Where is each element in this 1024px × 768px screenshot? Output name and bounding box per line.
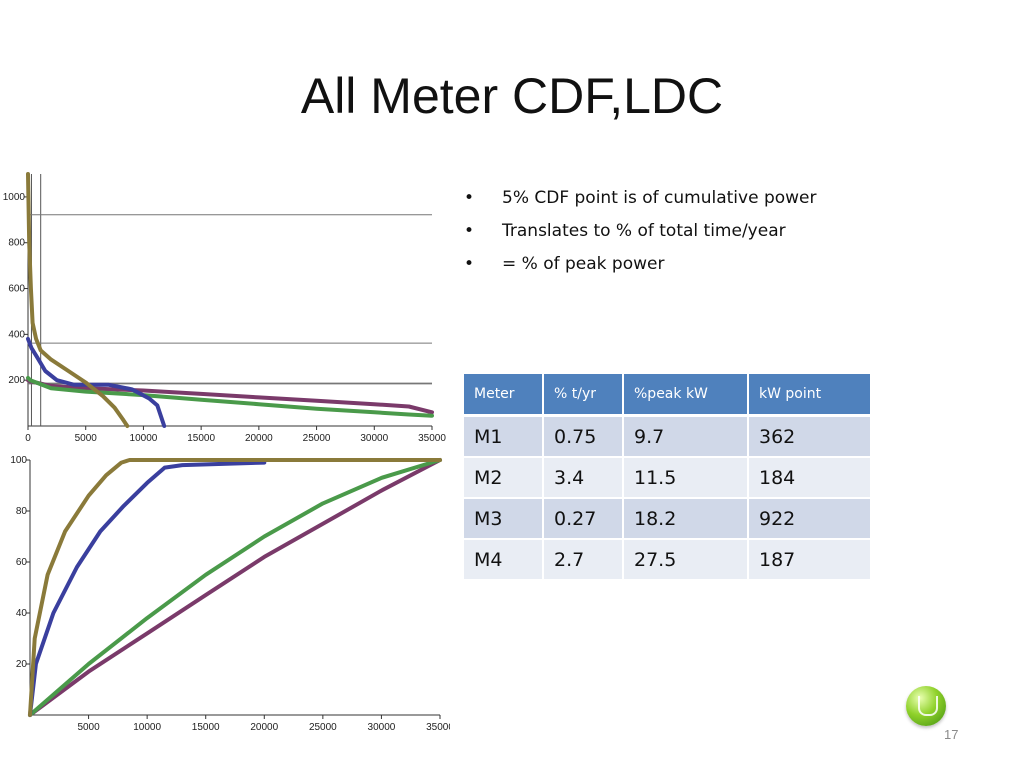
x-tick-label: 20000 bbox=[245, 433, 273, 444]
table-row: M4 2.7 27.5 187 bbox=[464, 539, 872, 581]
bullet-dot: • bbox=[464, 221, 475, 241]
x-tick-label: 20000 bbox=[250, 722, 278, 733]
bullet-item: • 5% CDF point is of cumulative power bbox=[464, 184, 817, 217]
x-tick-label: 30000 bbox=[360, 433, 388, 444]
header-pct-time: % t/yr bbox=[543, 374, 624, 417]
series-line bbox=[28, 458, 442, 717]
y-tick-label: 20 bbox=[16, 659, 28, 670]
table-cell: 9.7 bbox=[623, 415, 749, 458]
table-cell: M1 bbox=[464, 415, 544, 458]
charts-panel: 0 5000 10000 15000 20000 25000 30000 35000 200 40… bbox=[3, 172, 450, 733]
y-tick-label: 1000 bbox=[3, 192, 26, 203]
series-line bbox=[26, 375, 434, 418]
y-tick-label: 60 bbox=[16, 557, 28, 568]
table-cell: 18.2 bbox=[623, 498, 749, 540]
table-cell: M3 bbox=[464, 498, 544, 540]
bullet-dot: • bbox=[464, 254, 475, 274]
series-line bbox=[26, 336, 167, 428]
load-duration-chart: 0 5000 10000 15000 20000 25000 30000 35000 200 40… bbox=[3, 172, 446, 444]
header-meter: Meter bbox=[464, 374, 544, 417]
table-cell: 922 bbox=[748, 498, 872, 540]
y-tick-label: 200 bbox=[8, 375, 25, 386]
logo-icon bbox=[906, 686, 946, 726]
bullet-item: • Translates to % of total time/year bbox=[464, 217, 817, 250]
x-tick-label: 25000 bbox=[303, 433, 331, 444]
logo-mark bbox=[918, 696, 938, 716]
series-line bbox=[28, 458, 442, 717]
x-tick-label: 5000 bbox=[75, 433, 98, 444]
bullet-item: • = % of peak power bbox=[464, 250, 817, 283]
x-tick-label: 35000 bbox=[426, 722, 450, 733]
y-tick-label: 80 bbox=[16, 506, 28, 517]
table-row: M3 0.27 18.2 922 bbox=[464, 498, 872, 540]
x-tick-label: 5000 bbox=[77, 722, 100, 733]
table-row: M1 0.75 9.7 362 bbox=[464, 415, 872, 458]
page-number: 17 bbox=[944, 727, 959, 742]
x-tick-label: 15000 bbox=[187, 433, 215, 444]
table-cell: 0.75 bbox=[543, 415, 624, 458]
table-cell: 3.4 bbox=[543, 457, 624, 499]
series-line bbox=[28, 458, 442, 717]
x-tick-label: 30000 bbox=[368, 722, 396, 733]
table-cell: 187 bbox=[748, 539, 872, 581]
x-tick-label: 10000 bbox=[130, 433, 158, 444]
y-tick-label: 400 bbox=[8, 329, 25, 340]
bullet-text: = % of peak power bbox=[502, 254, 665, 274]
table-cell: M2 bbox=[464, 457, 544, 499]
table-cell: M4 bbox=[464, 539, 544, 581]
table-cell: 27.5 bbox=[623, 539, 749, 581]
series-line bbox=[26, 172, 130, 428]
table-row: M2 3.4 11.5 184 bbox=[464, 457, 872, 499]
table-cell: 11.5 bbox=[623, 457, 749, 499]
header-kw-point: kW point bbox=[748, 374, 872, 417]
bullet-list: • 5% CDF point is of cumulative power • Tr… bbox=[464, 184, 817, 283]
meter-table: Meter % t/yr %peak kW kW point M1 0.75 9… bbox=[464, 374, 872, 581]
x-tick-label: 10000 bbox=[133, 722, 161, 733]
bullet-text: Translates to % of total time/year bbox=[502, 221, 786, 241]
bullet-text: 5% CDF point is of cumulative power bbox=[502, 188, 817, 208]
x-tick-label: 15000 bbox=[192, 722, 220, 733]
slide-title: All Meter CDF,LDC bbox=[300, 68, 724, 124]
table-cell: 184 bbox=[748, 457, 872, 499]
table-cell: 362 bbox=[748, 415, 872, 458]
table-header-row: Meter % t/yr %peak kW kW point bbox=[464, 374, 872, 417]
table-cell: 0.27 bbox=[543, 498, 624, 540]
y-tick-label: 600 bbox=[8, 284, 25, 295]
series-line bbox=[28, 460, 267, 717]
cdf-chart: 5000 10000 15000 20000 25000 30000 35000 20 40 60… bbox=[10, 455, 450, 733]
y-tick-label: 800 bbox=[8, 238, 25, 249]
x-tick-label: 35000 bbox=[418, 433, 446, 444]
y-tick-label: 100 bbox=[10, 455, 27, 466]
x-tick-label: 0 bbox=[25, 433, 31, 444]
table-cell: 2.7 bbox=[543, 539, 624, 581]
header-pct-peak: %peak kW bbox=[623, 374, 749, 417]
x-tick-label: 25000 bbox=[309, 722, 337, 733]
bullet-dot: • bbox=[464, 188, 475, 208]
y-tick-label: 40 bbox=[16, 608, 28, 619]
